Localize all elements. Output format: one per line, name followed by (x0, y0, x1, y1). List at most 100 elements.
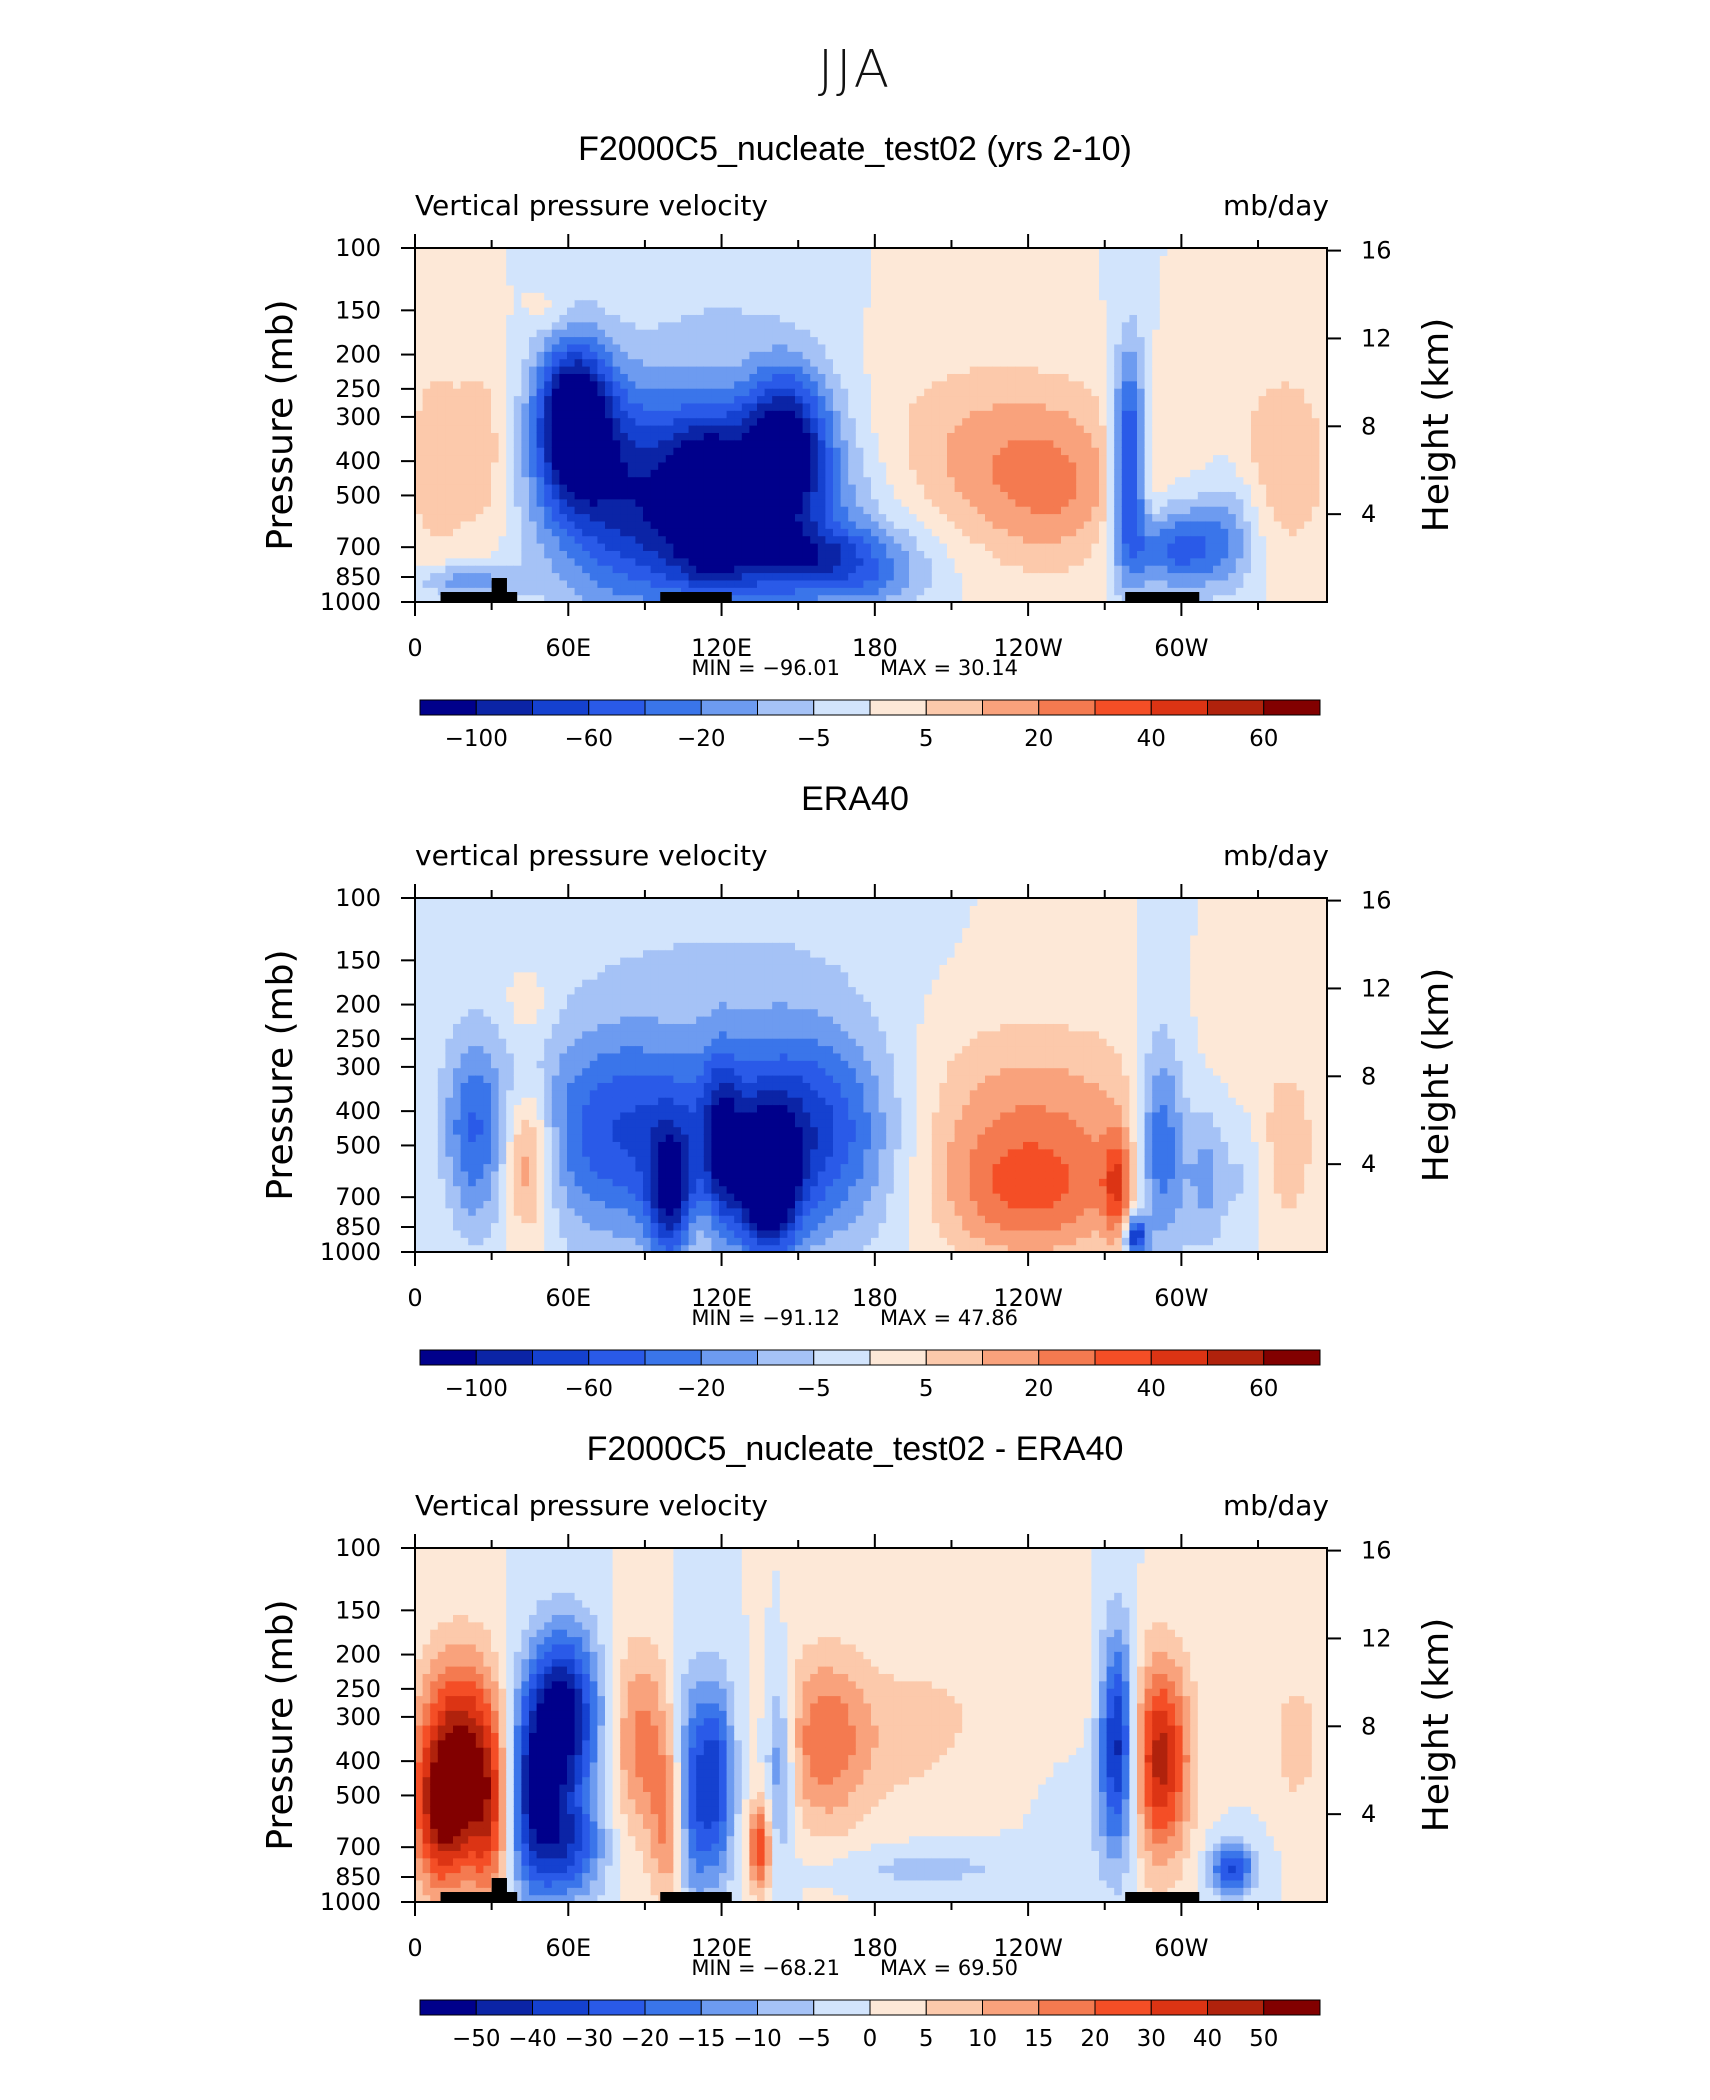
field-cell (468, 557, 477, 566)
field-cell (1182, 277, 1191, 286)
field-cell (939, 476, 948, 485)
field-cell (772, 255, 781, 264)
field-cell (483, 498, 492, 507)
field-cell (1015, 513, 1024, 522)
field-cell (1167, 284, 1176, 293)
field-cell (582, 439, 591, 448)
field-cell (620, 557, 629, 566)
field-cell (1015, 498, 1024, 507)
field-cell (1023, 380, 1032, 389)
field-cell (445, 270, 454, 279)
field-cell (1152, 425, 1161, 433)
field-cell (916, 550, 925, 559)
field-cell (795, 351, 804, 360)
field-cell (871, 579, 880, 588)
field-cell (1053, 461, 1062, 470)
field-cell (855, 417, 864, 426)
field-cell (620, 336, 629, 345)
field-cell (825, 543, 834, 551)
field-cell (962, 454, 971, 463)
field-cell (422, 395, 431, 404)
field-cell (1114, 587, 1123, 596)
field-cell (825, 491, 834, 500)
field-cell (605, 432, 614, 441)
field-cell (1023, 321, 1032, 330)
field-cell (1091, 299, 1100, 308)
field-cell (886, 498, 895, 507)
field-cell (597, 579, 606, 588)
field-cell (1137, 410, 1146, 419)
field-cell (886, 528, 895, 537)
field-cell (969, 550, 978, 559)
field-cell (1121, 358, 1130, 367)
field-cell (719, 395, 728, 404)
field-cell (1015, 402, 1024, 411)
field-cell (772, 284, 781, 293)
field-cell (711, 255, 720, 264)
field-cell (1023, 454, 1032, 463)
field-cell (719, 454, 728, 463)
field-cell (764, 476, 773, 485)
field-cell (954, 329, 963, 338)
field-cell (1023, 543, 1032, 551)
field-cell (855, 395, 864, 404)
field-cell (719, 410, 728, 419)
field-cell (1076, 565, 1085, 574)
field-cell (1091, 388, 1100, 397)
field-cell (1099, 469, 1108, 478)
field-cell (901, 358, 910, 367)
field-cell (415, 284, 424, 293)
field-cell (491, 402, 500, 411)
field-cell (886, 594, 895, 602)
field-cell (719, 476, 728, 485)
field-cell (719, 447, 728, 456)
field-cell (825, 461, 834, 470)
field-cell (1190, 535, 1199, 544)
field-cell (437, 513, 446, 522)
field-cell (802, 498, 811, 507)
field-cell (893, 587, 902, 596)
field-cell (673, 469, 682, 478)
field-cell (597, 321, 606, 330)
field-cell (764, 425, 773, 433)
field-cell (924, 565, 933, 574)
field-cell (726, 447, 735, 456)
field-cell (893, 579, 902, 588)
field-cell (544, 579, 553, 588)
field-cell (817, 314, 826, 323)
field-cell (453, 520, 462, 529)
field-cell (551, 565, 560, 574)
field-cell (855, 358, 864, 367)
field-cell (878, 314, 887, 323)
field-cell (703, 550, 712, 559)
field-cell (551, 321, 560, 330)
field-cell (863, 476, 872, 485)
field-cell (483, 454, 492, 463)
field-cell (643, 380, 652, 389)
field-cell (802, 402, 811, 411)
field-cell (605, 543, 614, 551)
field-cell (1015, 343, 1024, 352)
field-cell (1007, 579, 1016, 588)
field-cell (1175, 351, 1184, 360)
field-cell (1182, 498, 1191, 507)
field-cell (703, 358, 712, 367)
field-cell (1091, 454, 1100, 463)
field-cell (665, 506, 674, 515)
field-cell (916, 469, 925, 478)
field-cell (931, 351, 940, 360)
field-cell (977, 498, 986, 507)
field-cell (802, 314, 811, 323)
field-cell (1106, 476, 1115, 485)
field-cell (1182, 528, 1191, 537)
field-cell (1053, 476, 1062, 485)
field-cell (665, 395, 674, 404)
field-cell (931, 439, 940, 448)
field-cell (529, 579, 538, 588)
field-cell (468, 528, 477, 537)
page-title: JJA (817, 40, 893, 100)
field-cell (475, 380, 484, 389)
field-cell (1106, 402, 1115, 411)
field-cell (1007, 395, 1016, 404)
field-cell (582, 454, 591, 463)
